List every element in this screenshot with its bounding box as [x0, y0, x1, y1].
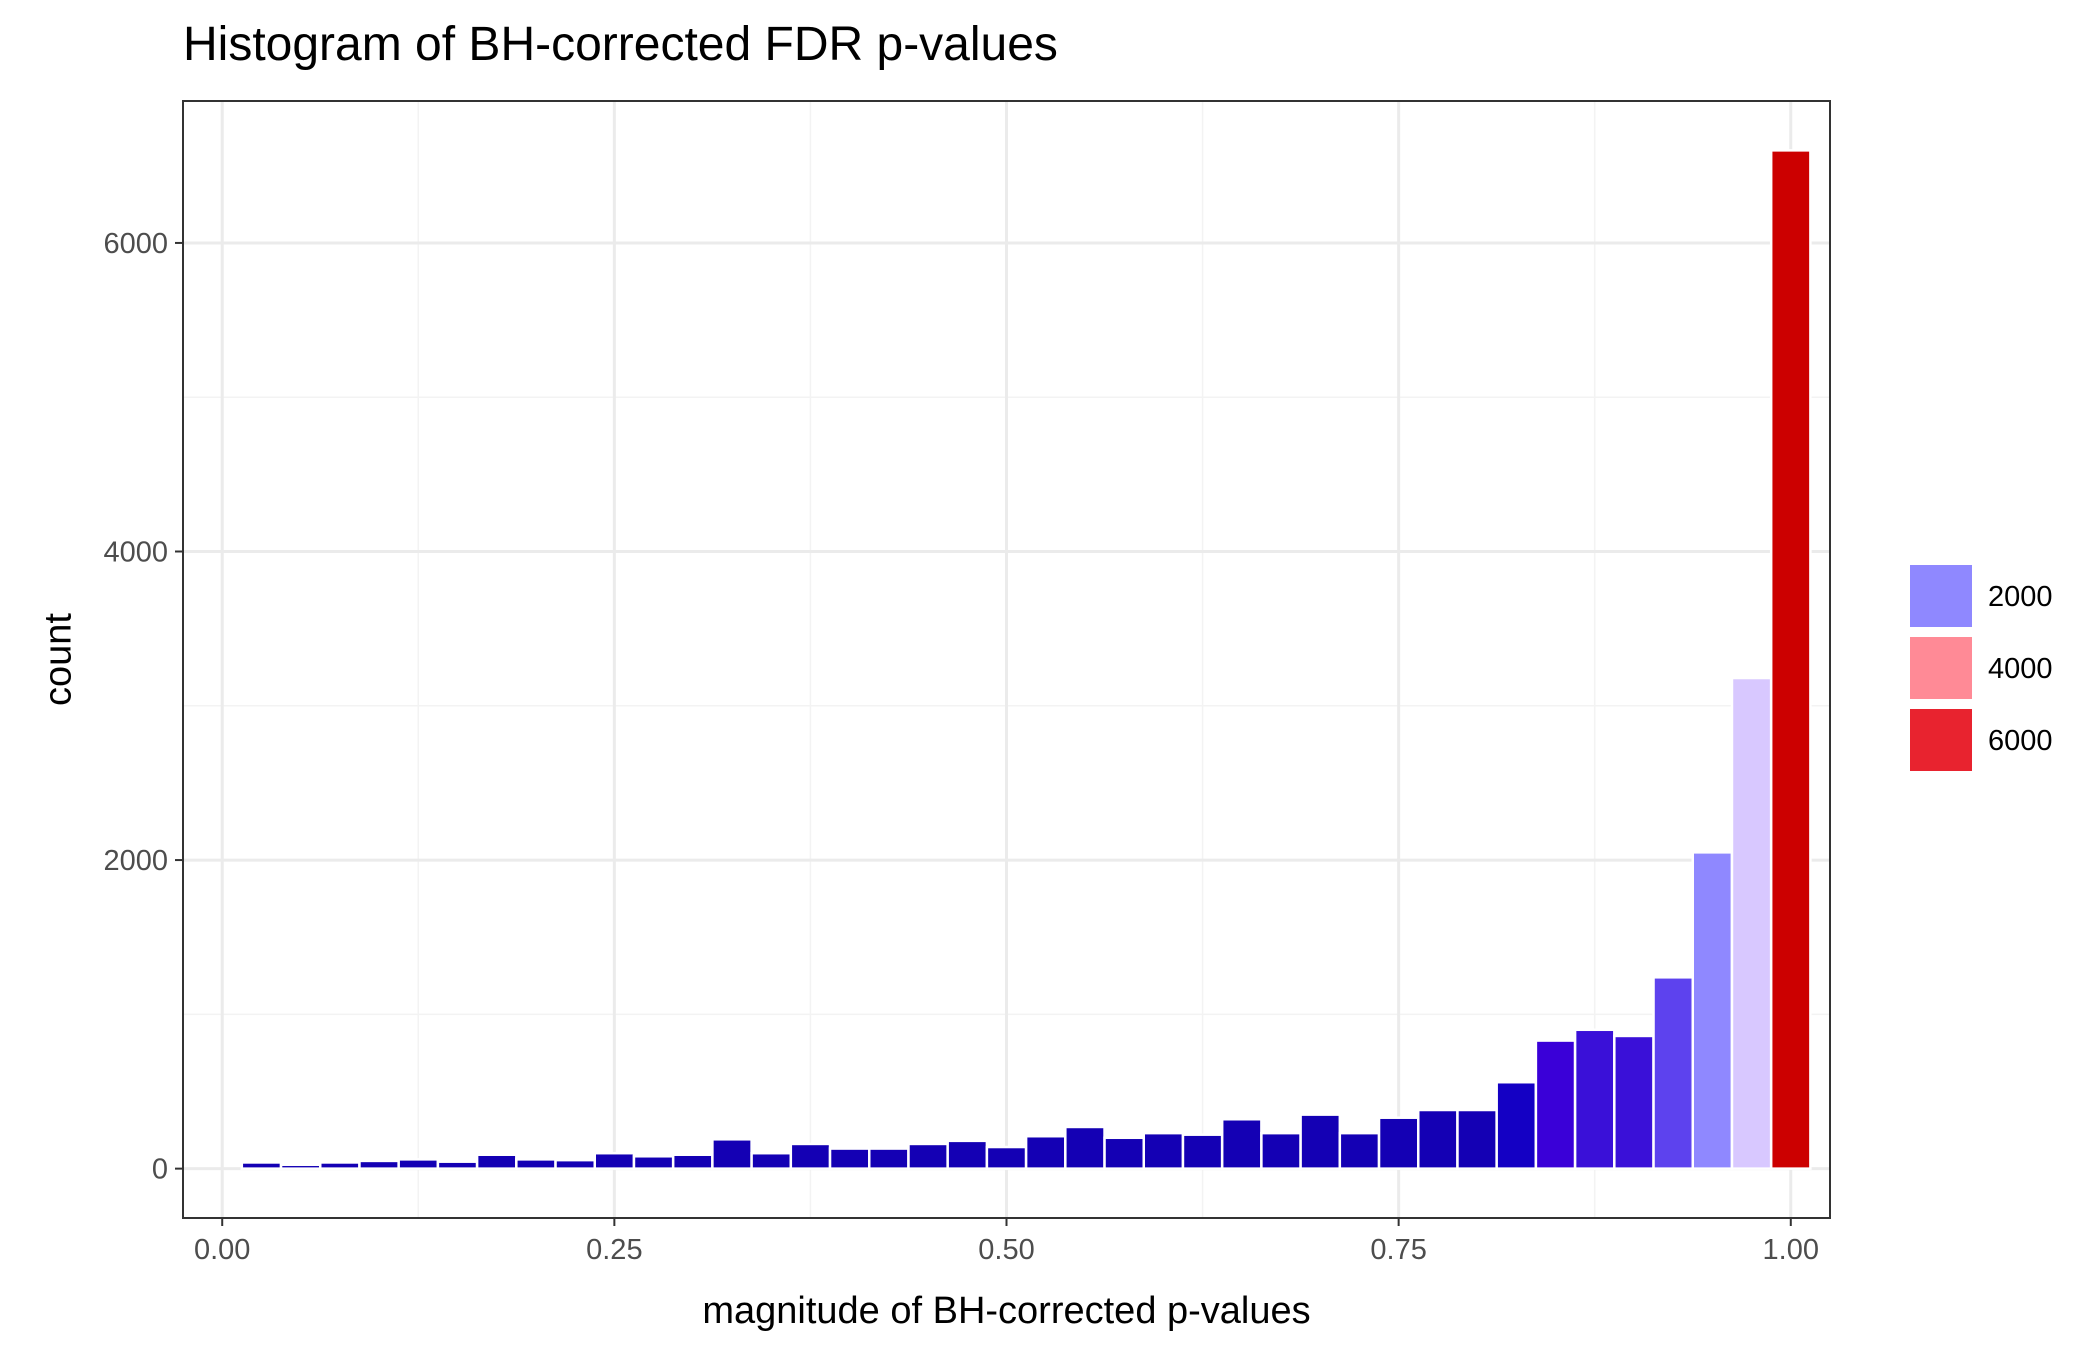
- histogram-bar: [1338, 1131, 1381, 1170]
- histogram-bar: [1142, 1131, 1185, 1170]
- y-axis-title: count: [37, 613, 79, 706]
- histogram-bar: [1024, 1134, 1067, 1170]
- histogram-bar: [319, 1161, 361, 1170]
- histogram-bar: [946, 1139, 989, 1170]
- histogram-bar: [1613, 1034, 1655, 1170]
- y-tick-label: 4000: [103, 537, 168, 569]
- histogram-bar: [1417, 1108, 1459, 1170]
- histogram-bar: [436, 1160, 479, 1170]
- y-tick-label: 6000: [103, 228, 168, 260]
- x-tick-label: 1.00: [1763, 1234, 1819, 1266]
- legend-key: [1910, 709, 1972, 771]
- legend-label: 4000: [1988, 653, 2053, 685]
- histogram-bar: [1260, 1131, 1302, 1170]
- histogram-bar: [671, 1153, 714, 1170]
- histogram-bar: [985, 1145, 1028, 1170]
- axes: 0.00 0.25 0.50 0.75 1.00 0 2000 4000 6000: [103, 228, 1819, 1266]
- histogram-bar: [750, 1151, 793, 1170]
- histogram-bars: [240, 149, 1812, 1170]
- histogram-bar: [358, 1159, 400, 1170]
- legend-label: 2000: [1988, 581, 2053, 613]
- histogram-bar: [632, 1155, 675, 1170]
- histogram-bar: [1691, 851, 1734, 1170]
- x-tick-label: 0.75: [1370, 1234, 1426, 1266]
- histogram-bar: [1495, 1080, 1538, 1170]
- legend-label: 6000: [1988, 725, 2053, 757]
- x-tick-label: 0.25: [586, 1234, 642, 1266]
- histogram-bar: [711, 1138, 753, 1170]
- histogram-bar: [515, 1158, 557, 1170]
- histogram-bar: [1456, 1108, 1498, 1170]
- histogram-bar: [475, 1153, 518, 1170]
- histogram-bar: [279, 1163, 322, 1170]
- histogram-bar: [1377, 1116, 1420, 1170]
- histogram-bar: [1064, 1125, 1106, 1170]
- histogram-bar: [1534, 1039, 1577, 1170]
- y-tick-label: 0: [152, 1154, 168, 1186]
- legend: 2000 4000 6000: [1910, 565, 2053, 771]
- histogram-bar: [828, 1147, 871, 1170]
- histogram-bar: [1769, 149, 1812, 1170]
- chart-title: Histogram of BH-corrected FDR p-values: [183, 18, 1058, 71]
- histogram-bar: [907, 1142, 949, 1170]
- histogram-bar: [1573, 1028, 1616, 1170]
- histogram-bar: [789, 1142, 832, 1170]
- histogram-bar: [1652, 976, 1695, 1170]
- histogram-bar: [397, 1158, 440, 1170]
- histogram-bar: [1299, 1113, 1342, 1170]
- x-tick-label: 0.00: [194, 1234, 250, 1266]
- x-axis-title: magnitude of BH-corrected p-values: [702, 1290, 1310, 1332]
- histogram-bar: [1181, 1133, 1224, 1170]
- legend-key: [1910, 565, 1972, 627]
- histogram-bar: [1103, 1136, 1146, 1170]
- histogram-bar: [240, 1161, 283, 1170]
- histogram-bar: [868, 1147, 910, 1170]
- histogram-bar: [554, 1158, 596, 1170]
- histogram-bar: [1220, 1118, 1263, 1170]
- x-tick-label: 0.50: [978, 1234, 1034, 1266]
- histogram-bar: [1730, 676, 1773, 1170]
- y-tick-label: 2000: [103, 845, 168, 877]
- legend-key: [1910, 637, 1972, 699]
- histogram-bar: [593, 1151, 636, 1170]
